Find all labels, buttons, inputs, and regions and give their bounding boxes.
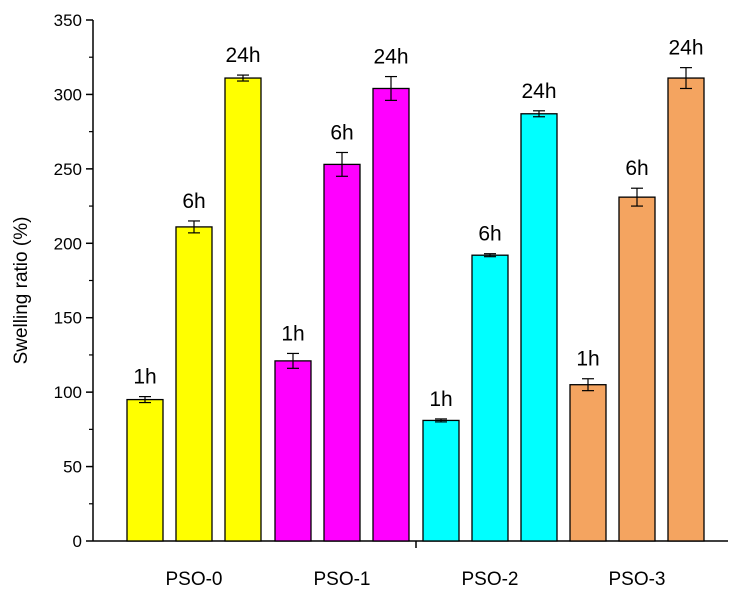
axes-layer: 0 50 100 150 200 250 300 350 Swelling ratio (%) P… — [11, 11, 728, 590]
y-tick-label: 200 — [54, 234, 82, 253]
bar-pso-3-1h — [569, 384, 607, 542]
bar-labels-layer: 1h 6h 24h 1h 6h 24h 1h 6h 24h 1h 6h 24h — [133, 37, 703, 411]
y-tick-label: 300 — [54, 85, 82, 104]
bar-pso-2-24h — [520, 113, 558, 542]
x-category-label: PSO-2 — [461, 569, 518, 590]
bar-pso-3-24h — [667, 77, 705, 542]
x-category-label: PSO-3 — [608, 569, 665, 590]
bar-time-label: 24h — [668, 37, 703, 60]
bar-time-label: 6h — [625, 157, 648, 180]
y-tick-label: 150 — [54, 309, 82, 328]
bar-time-label: 6h — [478, 223, 501, 246]
bar-time-label: 24h — [373, 46, 408, 69]
bar-pso-0-1h — [126, 398, 164, 542]
bar-pso-0-6h — [175, 226, 213, 542]
bar-pso-1-6h — [323, 163, 361, 542]
bar-pso-3-6h — [618, 196, 656, 542]
bar-time-label: 6h — [330, 121, 353, 144]
bar-pso-1-1h — [274, 360, 312, 542]
y-tick-label: 100 — [54, 383, 82, 402]
y-axis-label: Swelling ratio (%) — [11, 217, 32, 365]
y-tick-label: 250 — [54, 160, 82, 179]
bar-pso-2-1h — [422, 419, 460, 542]
bar-time-label: 1h — [133, 366, 156, 389]
bar-time-label: 1h — [429, 388, 452, 411]
y-tick-label: 350 — [54, 11, 82, 30]
bar-time-label: 24h — [521, 80, 556, 103]
bars-layer — [126, 67, 705, 542]
bar-pso-0-24h — [224, 77, 262, 542]
bar-pso-1-24h — [372, 87, 410, 542]
x-category-label: PSO-1 — [313, 569, 370, 590]
y-tick-label: 50 — [63, 458, 82, 477]
bar-time-label: 6h — [182, 190, 205, 213]
bar-pso-2-6h — [471, 254, 509, 542]
bar-time-label: 1h — [281, 322, 304, 345]
bar-time-label: 1h — [576, 348, 599, 371]
x-category-label: PSO-0 — [165, 569, 222, 590]
y-tick-label: 0 — [73, 532, 82, 551]
bar-time-label: 24h — [225, 44, 260, 67]
